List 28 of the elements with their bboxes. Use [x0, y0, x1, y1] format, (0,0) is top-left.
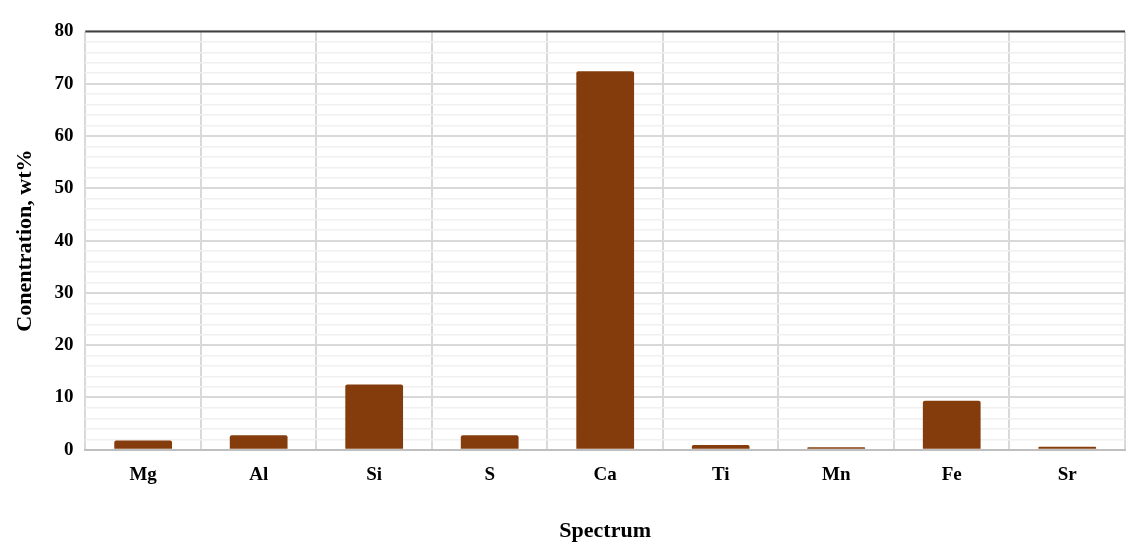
bar — [576, 71, 635, 449]
bar — [229, 435, 288, 449]
y-tick-label: 0 — [63, 437, 74, 459]
y-axis-title: Conentration, wt% — [10, 149, 36, 332]
x-tick-label: Sr — [1057, 463, 1078, 485]
bar — [691, 445, 750, 449]
y-tick-label: 40 — [54, 228, 74, 250]
x-tick-label: Si — [366, 463, 383, 485]
y-tick-label: 80 — [54, 19, 74, 41]
y-tick-label: 60 — [54, 123, 74, 145]
y-tick-label: 20 — [54, 333, 74, 355]
x-tick-label: Fe — [941, 463, 962, 485]
x-tick-label: Al — [249, 463, 269, 485]
y-tick-label: 30 — [54, 280, 74, 302]
y-tick-label: 10 — [54, 385, 74, 407]
bar — [345, 384, 404, 449]
x-tick-label: Mn — [821, 463, 851, 485]
bar — [460, 435, 519, 449]
y-tick-label: 50 — [54, 176, 74, 198]
x-tick-label: Mg — [129, 463, 158, 485]
x-tick-label: S — [484, 463, 495, 485]
bar — [922, 400, 981, 449]
y-tick-label: 70 — [54, 71, 74, 93]
x-tick-label: Ca — [593, 463, 618, 485]
x-axis-title: Spectrum — [559, 517, 652, 543]
bar — [1038, 446, 1097, 449]
x-tick-label: Ti — [711, 463, 730, 485]
bar — [114, 440, 173, 449]
